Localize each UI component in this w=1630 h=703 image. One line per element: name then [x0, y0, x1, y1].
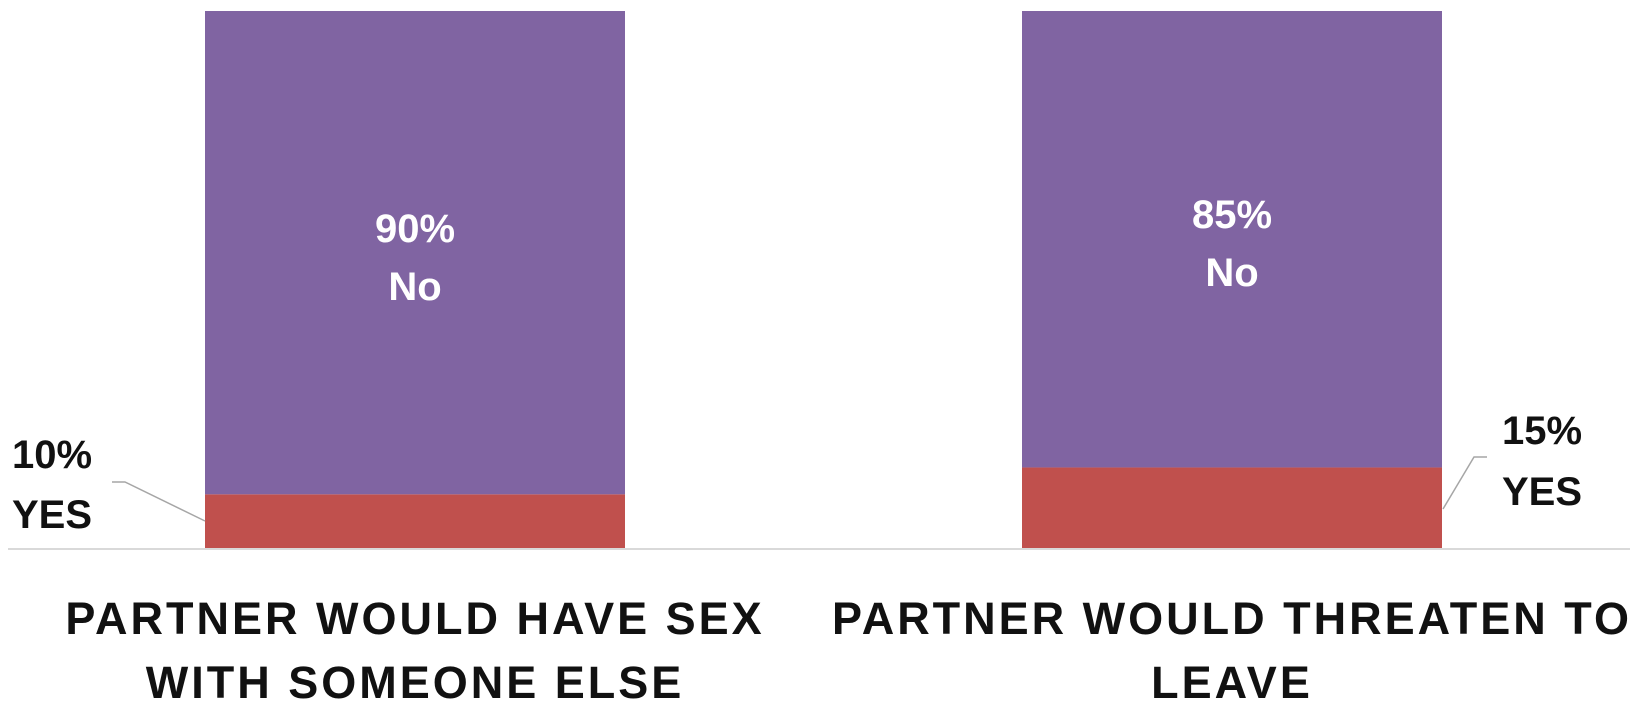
- leader-line-yes-2: [1442, 456, 1487, 510]
- bar-segment-no-1: [205, 11, 625, 495]
- leader-line-yes-1: [112, 481, 206, 522]
- category-label-1-line1: PARTNER WOULD HAVE SEX: [65, 593, 764, 644]
- category-label-2-line2: LEAVE: [1151, 657, 1313, 703]
- data-label-no-2-line1: 85%: [1192, 193, 1272, 237]
- data-label-no-2-line2: No: [1205, 251, 1258, 295]
- bar-segment-yes-1: [205, 494, 625, 548]
- data-label-yes-2-line1: 15%: [1502, 409, 1582, 453]
- data-label-yes-2-line2: YES: [1502, 470, 1582, 514]
- category-label-2-line1: PARTNER WOULD THREATEN TO: [832, 593, 1630, 644]
- data-label-no-1-line1: 90%: [375, 207, 455, 251]
- data-label-no-1-line2: No: [388, 265, 441, 309]
- data-label-yes-1-line2: YES: [12, 493, 92, 537]
- bar-segment-no-2: [1022, 11, 1442, 468]
- category-label-1-line2: WITH SOMEONE ELSE: [146, 657, 685, 703]
- data-label-yes-1-line1: 10%: [12, 433, 92, 477]
- bar-segment-yes-2: [1022, 467, 1442, 548]
